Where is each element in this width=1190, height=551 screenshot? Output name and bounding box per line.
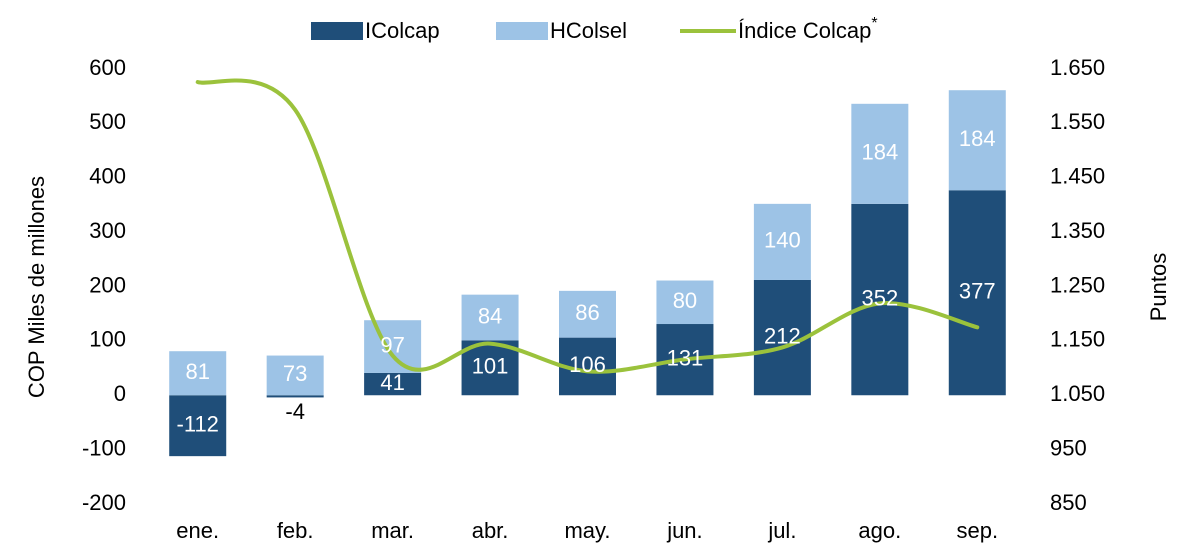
bar [948, 190, 1006, 396]
bar [851, 203, 909, 396]
data-label: -112 [177, 412, 219, 437]
y-tick-label: 200 [89, 272, 126, 297]
data-label: 41 [380, 370, 404, 395]
data-label: 131 [667, 345, 704, 370]
legend-name: HColsel [550, 18, 627, 43]
x-tick-label: mar. [371, 518, 414, 543]
y2-tick-label: 1.650 [1050, 55, 1105, 80]
bar [266, 355, 324, 396]
data-label: 101 [472, 354, 509, 379]
x-tick-label: abr. [472, 518, 509, 543]
y-tick-label: 600 [89, 55, 126, 80]
x-tick-label: feb. [277, 518, 314, 543]
y2-tick-label: 1.150 [1050, 327, 1105, 352]
data-label: 377 [959, 279, 996, 304]
data-label: 80 [673, 288, 697, 313]
y2-tick-label: 950 [1050, 435, 1087, 460]
legend-label: IColcap [365, 18, 440, 43]
y-tick-label: -200 [82, 490, 126, 515]
y2-axis-title: Puntos [1146, 253, 1171, 322]
bar [656, 280, 714, 325]
x-tick-label: ago. [858, 518, 901, 543]
x-tick-label: jun. [666, 518, 702, 543]
data-label: 86 [575, 300, 599, 325]
y-tick-label: -100 [82, 435, 126, 460]
bar [169, 395, 227, 457]
data-label: 352 [861, 285, 898, 310]
y-axis-title: COP Miles de millones [24, 176, 49, 398]
bar [948, 90, 1006, 191]
x-tick-label: sep. [956, 518, 998, 543]
bar [364, 372, 422, 396]
bar [559, 290, 616, 338]
data-label: 84 [478, 303, 502, 328]
bar [169, 351, 227, 396]
data-label: 184 [861, 140, 898, 165]
data-label: 184 [959, 126, 996, 151]
y2-tick-label: 1.550 [1050, 109, 1105, 134]
legend-name: Índice Colcap [738, 18, 871, 43]
legend-swatch [496, 22, 548, 40]
y2-tick-label: 1.050 [1050, 381, 1105, 406]
y2-tick-label: 1.450 [1050, 164, 1105, 189]
legend-name: IColcap [365, 18, 440, 43]
y-tick-label: 300 [89, 218, 126, 243]
bar [753, 203, 811, 280]
legend-label: HColsel [550, 18, 627, 43]
x-tick-label: jul. [767, 518, 796, 543]
x-tick-label: ene. [176, 518, 219, 543]
x-tick-label: may. [564, 518, 610, 543]
y-tick-label: 500 [89, 109, 126, 134]
y-tick-label: 100 [89, 327, 126, 352]
bar [851, 103, 909, 204]
y-tick-label: 0 [114, 381, 126, 406]
data-label: 106 [569, 352, 606, 377]
line [195, 78, 980, 374]
bar [364, 320, 422, 373]
legend-label: Índice Colcap* [738, 15, 878, 43]
data-label: -4 [285, 399, 305, 424]
bar [266, 395, 324, 398]
data-label: 73 [283, 361, 307, 386]
y2-tick-label: 1.350 [1050, 218, 1105, 243]
bar [461, 294, 519, 341]
y2-tick-label: 1.250 [1050, 272, 1105, 297]
y-tick-label: 400 [89, 164, 126, 189]
y2-tick-label: 850 [1050, 490, 1087, 515]
data-label: 97 [380, 332, 404, 357]
data-label: 81 [185, 359, 209, 384]
legend-swatch [311, 22, 363, 40]
data-label: 212 [764, 323, 801, 348]
legend-name-mark: * [871, 15, 877, 32]
data-label: 140 [764, 228, 801, 253]
